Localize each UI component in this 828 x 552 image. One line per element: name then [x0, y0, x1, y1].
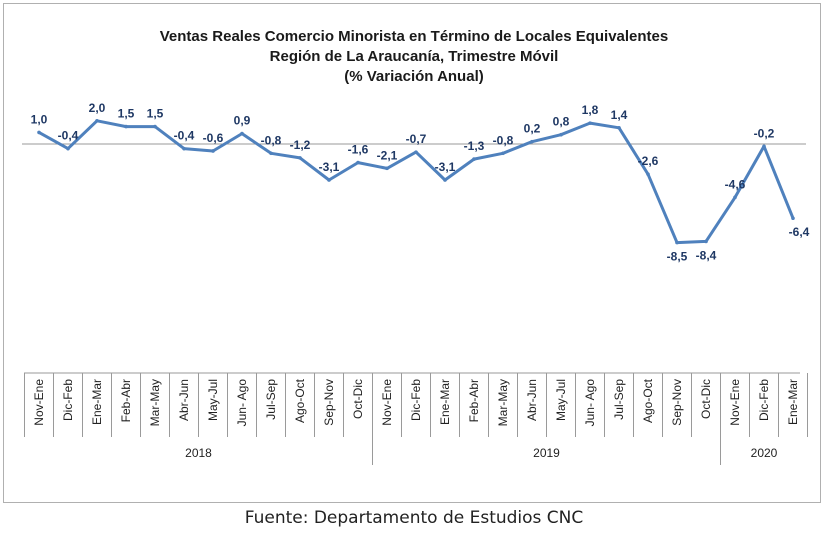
data-label: -2,1 [377, 148, 398, 162]
data-label: -1,2 [290, 138, 311, 152]
data-point [733, 195, 737, 200]
category-tick-label: Nov-Ene [728, 379, 742, 426]
data-label: -6,4 [789, 225, 810, 239]
data-label: -2,6 [638, 154, 659, 168]
category-tick-label: Feb-Abr [467, 379, 481, 422]
data-label: -1,6 [348, 143, 369, 157]
category-tick-label: Nov-Ene [32, 379, 46, 426]
category-tick-label: Jun- Ago [235, 379, 249, 427]
data-point [211, 149, 215, 153]
chart-plot: 1,0-0,42,0 1,5 1,5-0,4 -0,60,9-0,8 -1,2-3,1-… [22, 101, 810, 465]
data-point [182, 146, 186, 151]
source-note: Fuente: Departamento de Estudios CNC [244, 508, 584, 528]
category-tick-label: Dic-Feb [61, 379, 75, 421]
year-label: 2018 [185, 446, 212, 460]
category-tick-label: Ene-Mar [90, 379, 104, 425]
data-point [385, 166, 389, 171]
data-label: -0,8 [493, 133, 514, 147]
data-label: 1,8 [582, 103, 599, 117]
data-label: -1,3 [464, 139, 485, 153]
category-tick-label: Ene-Mar [786, 379, 800, 425]
category-tick-label: Feb-Abr [119, 379, 133, 422]
category-tick-label: Oct-Dic [699, 379, 713, 419]
data-label: -8,5 [667, 250, 688, 264]
data-point [240, 131, 244, 136]
data-label: 2,0 [89, 101, 106, 115]
data-point [675, 240, 679, 245]
data-label: 0,2 [524, 122, 541, 136]
data-label: 0,8 [553, 115, 570, 129]
chart-subtitle: Región de La Araucanía, Trimestre Móvil [269, 48, 559, 65]
category-tick-label: Nov-Ene [380, 379, 394, 426]
category-tick-label: Ene-Mar [438, 379, 452, 425]
category-tick-label: Ago-Oct [641, 378, 655, 423]
category-tick-label: Abr-Jun [177, 379, 191, 421]
chart-unit-label: (% Variación Anual) [344, 68, 484, 85]
data-label: -0,8 [261, 133, 282, 147]
data-label: -3,1 [319, 160, 340, 174]
category-tick-label: Dic-Feb [757, 379, 771, 421]
data-label: -4,6 [725, 177, 746, 191]
data-point [66, 146, 70, 151]
chart-title: Ventas Reales Comercio Minorista en Térm… [159, 28, 669, 45]
data-point [153, 124, 157, 129]
category-tick-label: May-Jul [206, 379, 220, 421]
data-point [414, 150, 418, 154]
data-label: -0,7 [406, 132, 427, 146]
data-label: -0,2 [754, 126, 775, 140]
category-tick-label: Mar-May [496, 379, 510, 426]
data-point [762, 144, 766, 149]
category-tick-label: Jun- Ago [583, 379, 597, 427]
data-point [501, 151, 505, 156]
data-point [95, 119, 99, 123]
data-point [704, 239, 708, 244]
category-tick-label: Oct-Dic [351, 379, 365, 419]
data-label: 0,9 [234, 114, 251, 128]
data-point [298, 156, 302, 160]
data-label: -0,6 [203, 131, 224, 145]
data-label: 1,5 [147, 107, 164, 121]
data-point [37, 130, 41, 135]
data-point [559, 132, 563, 137]
data-label: 1,0 [31, 112, 48, 126]
data-point [646, 172, 650, 176]
category-tick-label: Mar-May [148, 379, 162, 426]
data-point [530, 139, 534, 144]
data-point [124, 124, 128, 129]
category-tick-label: May-Jul [554, 379, 568, 421]
data-label: -0,4 [58, 129, 79, 143]
data-point [269, 151, 273, 156]
data-label: -8,4 [696, 248, 717, 262]
data-point [443, 178, 447, 182]
category-tick-label: Abr-Jun [525, 379, 539, 421]
data-point [588, 121, 592, 125]
data-point [472, 157, 476, 161]
data-label: 1,4 [611, 108, 628, 122]
data-point [327, 178, 331, 182]
year-label: 2020 [751, 446, 778, 460]
chart-frame [3, 3, 821, 503]
category-tick-label: Ago-Oct [293, 378, 307, 423]
data-point [617, 125, 621, 130]
data-label: 1,5 [118, 107, 135, 121]
category-tick-label: Sep-Nov [322, 379, 336, 426]
data-label: -3,1 [435, 160, 456, 174]
year-label: 2019 [533, 446, 560, 460]
category-tick-label: Dic-Feb [409, 379, 423, 421]
data-point [791, 216, 795, 221]
data-label: -0,4 [174, 129, 195, 143]
category-tick-label: Jul-Sep [264, 379, 278, 420]
category-tick-label: Sep-Nov [670, 379, 684, 426]
category-tick-label: Jul-Sep [612, 379, 626, 420]
data-point [356, 160, 360, 165]
